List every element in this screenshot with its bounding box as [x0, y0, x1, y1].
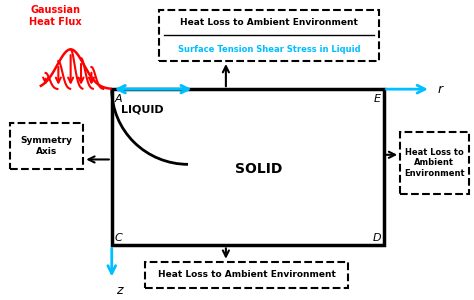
- Text: Heat Loss to
Ambient
Environment: Heat Loss to Ambient Environment: [404, 148, 465, 178]
- Text: Heat Loss to Ambient Environment: Heat Loss to Ambient Environment: [157, 270, 336, 279]
- Bar: [10, 123, 83, 169]
- Text: Gaussian
Heat Flux: Gaussian Heat Flux: [29, 5, 82, 27]
- Text: D: D: [373, 233, 381, 243]
- Text: A: A: [114, 94, 122, 103]
- Text: LIQUID: LIQUID: [121, 105, 164, 115]
- Bar: [145, 262, 348, 288]
- Text: r: r: [438, 82, 443, 96]
- Text: Heat Loss to Ambient Environment: Heat Loss to Ambient Environment: [180, 18, 358, 27]
- Bar: [112, 89, 383, 245]
- Text: E: E: [374, 94, 381, 103]
- Text: z: z: [117, 284, 123, 297]
- Bar: [159, 10, 379, 61]
- Text: C: C: [114, 233, 122, 243]
- Text: Surface Tension Shear Stress in Liquid: Surface Tension Shear Stress in Liquid: [178, 45, 360, 54]
- Bar: [400, 132, 469, 194]
- Text: Symmetry
Axis: Symmetry Axis: [21, 136, 73, 156]
- Text: SOLID: SOLID: [235, 162, 282, 176]
